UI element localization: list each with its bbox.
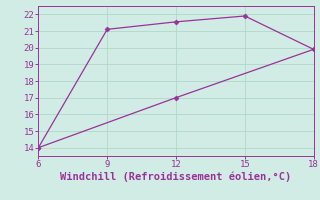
- X-axis label: Windchill (Refroidissement éolien,°C): Windchill (Refroidissement éolien,°C): [60, 172, 292, 182]
